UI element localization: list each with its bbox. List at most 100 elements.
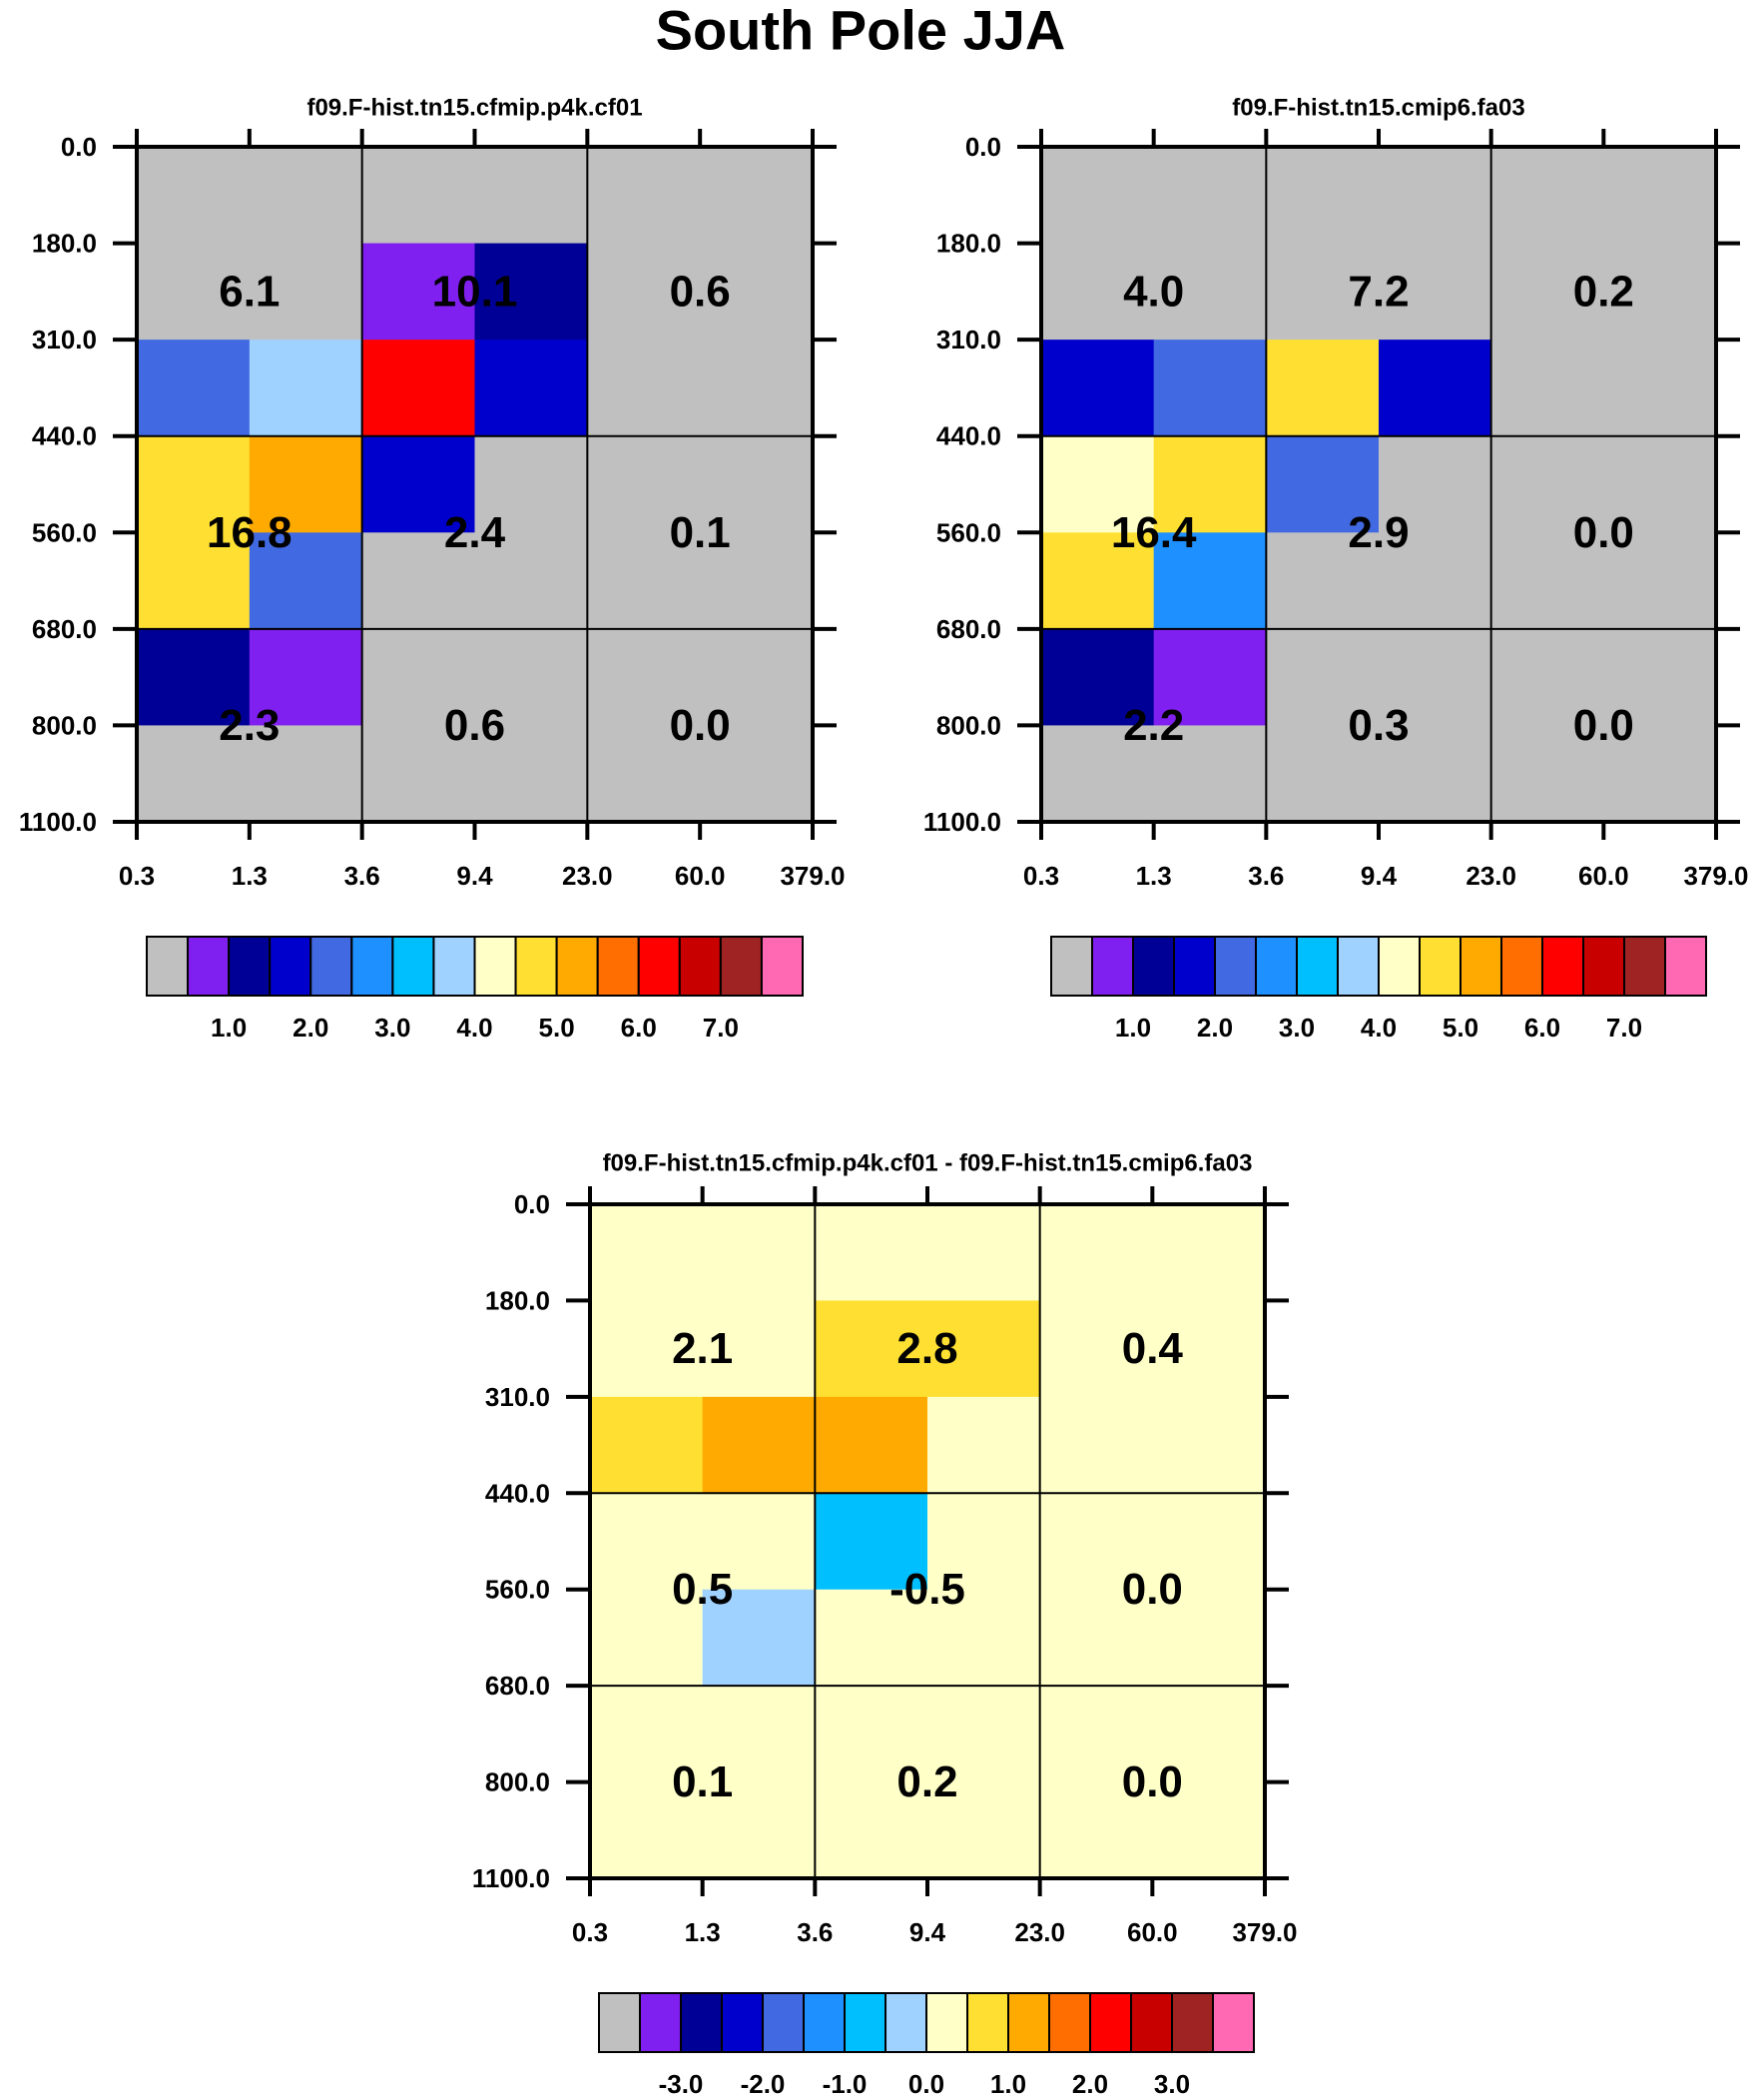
y-tick-label: 1100.0 xyxy=(472,1863,550,1893)
heatmap-cell xyxy=(474,725,588,823)
heatmap-cell xyxy=(700,435,814,533)
heatmap-cell xyxy=(1153,532,1267,630)
y-tick-label: 800.0 xyxy=(485,1767,550,1797)
heatmap-cell xyxy=(1041,340,1155,437)
y-tick-label: 180.0 xyxy=(936,229,1001,259)
heatmap-cell xyxy=(702,1589,816,1687)
heatmap-cell xyxy=(1039,1493,1153,1591)
heatmap-cell xyxy=(1152,1686,1266,1783)
heatmap-cell xyxy=(474,532,588,630)
heatmap-cell xyxy=(1490,435,1604,533)
heatmap-cell xyxy=(249,147,363,245)
heatmap-cell xyxy=(137,532,251,630)
box-value-label: 0.0 xyxy=(1122,1565,1183,1614)
heatmap-cell xyxy=(815,1300,928,1398)
y-tick-label: 1100.0 xyxy=(19,807,97,837)
box-value-label: 2.4 xyxy=(444,508,506,557)
colorbar-label: 1.0 xyxy=(211,1013,247,1043)
heatmap-cell xyxy=(1266,532,1380,630)
colorbar-swatch xyxy=(1460,936,1502,997)
colorbar: 1.0 2.0 3.0 4.0 5.0 6.0 7.0 xyxy=(146,936,804,1043)
heatmap-cell xyxy=(587,725,701,823)
box-value-label: 0.1 xyxy=(672,1757,733,1806)
colorbar-swatch xyxy=(1089,1992,1132,2053)
heatmap-cell xyxy=(815,1781,928,1879)
heatmap-cell xyxy=(1041,725,1155,823)
heatmap-cell xyxy=(700,243,814,341)
heatmap-cell xyxy=(1266,725,1380,823)
colorbar-swatch xyxy=(555,936,599,997)
heatmap-cell xyxy=(590,1686,704,1783)
colorbar-label: -1.0 xyxy=(823,2069,868,2099)
colorbar-swatch xyxy=(760,936,804,997)
heatmap-cell xyxy=(700,147,814,245)
heatmap-cell xyxy=(815,1686,928,1783)
y-tick-label: 0.0 xyxy=(514,1189,550,1219)
panel-title: f09.F-hist.tn15.cfmip.p4k.cf01 - f09.F-h… xyxy=(603,1150,1253,1177)
y-tick-label: 310.0 xyxy=(485,1382,550,1412)
heatmap-cell xyxy=(702,1493,816,1591)
colorbar-label: 6.0 xyxy=(1524,1013,1560,1043)
box-value-label: 0.2 xyxy=(896,1757,957,1806)
box-value-label: 0.6 xyxy=(444,701,505,750)
colorbar-label: 3.0 xyxy=(374,1013,410,1043)
colorbar-swatch xyxy=(1582,936,1625,997)
heatmap-panel-2: f09.F-hist.tn15.cmip6.fa03 0.3 1.3 3.6 9.4 23… xyxy=(923,95,1749,1044)
x-tick-label: 9.4 xyxy=(456,861,493,891)
heatmap-cell xyxy=(815,1396,928,1494)
colorbar-swatch xyxy=(966,1992,1009,2053)
heatmap-cell xyxy=(1603,340,1717,437)
x-tick-label: 23.0 xyxy=(562,861,613,891)
y-tick-label: 180.0 xyxy=(485,1285,550,1315)
heatmap-cell xyxy=(1379,147,1492,245)
x-tick-label: 379.0 xyxy=(780,861,845,891)
heatmap-cell xyxy=(361,435,476,533)
x-tick-label: 0.3 xyxy=(1023,861,1059,891)
y-tick-label: 680.0 xyxy=(32,614,97,644)
colorbar-swatch xyxy=(598,1992,641,2053)
y-tick-label: 310.0 xyxy=(936,325,1001,354)
heatmap-cell xyxy=(700,725,814,823)
heatmap-cell xyxy=(1603,243,1717,341)
box-value-label: 0.1 xyxy=(670,508,731,557)
heatmap-cell xyxy=(1379,628,1492,727)
heatmap-cell xyxy=(1039,1686,1153,1783)
heatmap-cell xyxy=(702,1686,816,1783)
heatmap-cell xyxy=(1039,1781,1153,1879)
heatmap-cell xyxy=(1490,628,1604,727)
heatmap-cell xyxy=(1603,532,1717,630)
y-tick-label: 680.0 xyxy=(936,614,1001,644)
heatmap-cell xyxy=(361,147,476,245)
colorbar-swatch xyxy=(269,936,312,997)
heatmap-cell xyxy=(1266,435,1380,533)
heatmap-cell xyxy=(1039,1589,1153,1687)
heatmap-cell xyxy=(587,532,701,630)
heatmap-cell xyxy=(1152,1396,1266,1494)
heatmap-cell xyxy=(590,1300,704,1398)
heatmap-cell xyxy=(1266,147,1380,245)
heatmap-cell xyxy=(815,1204,928,1302)
heatmap-cell xyxy=(587,435,701,533)
panel-title: f09.F-hist.tn15.cfmip.p4k.cf01 xyxy=(306,95,642,122)
heatmap-cell xyxy=(361,340,476,437)
x-tick-label: 9.4 xyxy=(909,1917,946,1947)
heatmap-cell xyxy=(249,243,363,341)
heatmap-cell xyxy=(474,147,588,245)
heatmap-cell xyxy=(1490,340,1604,437)
heatmap-cell xyxy=(1041,243,1155,341)
colorbar-swatch xyxy=(803,1992,846,2053)
box-value-label: 0.5 xyxy=(672,1565,733,1614)
colorbar-swatch xyxy=(762,1992,805,2053)
heatmap-cell xyxy=(249,725,363,823)
box-value-label: 2.9 xyxy=(1348,508,1409,557)
box-value-label: 0.0 xyxy=(1573,701,1634,750)
colorbar-swatch xyxy=(1419,936,1462,997)
heatmap-cell xyxy=(1039,1300,1153,1398)
colorbar-swatch xyxy=(884,1992,927,2053)
heatmap-cell xyxy=(702,1204,816,1302)
heatmap-cell xyxy=(249,340,363,437)
heatmap-cell xyxy=(1490,243,1604,341)
heatmap-cell xyxy=(1379,340,1492,437)
heatmap-cell xyxy=(927,1396,1041,1494)
colorbar-swatch xyxy=(187,936,231,997)
